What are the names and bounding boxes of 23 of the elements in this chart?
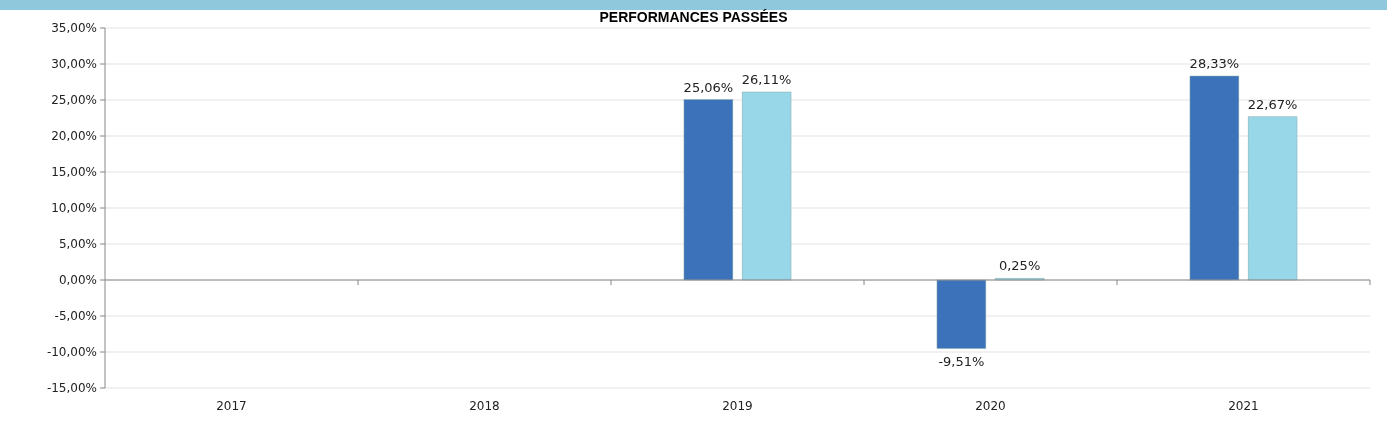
x-tick-label: 2019: [722, 399, 753, 413]
x-tick-label: 2017: [216, 399, 247, 413]
y-tick-label: 15,00%: [51, 165, 97, 180]
y-tick-label: 35,00%: [51, 21, 97, 36]
data-label: -9,51%: [938, 354, 985, 370]
x-tick-label: 2020: [975, 399, 1006, 413]
data-label: 25,06%: [683, 79, 734, 95]
y-tick-label: 20,00%: [51, 129, 97, 144]
y-tick-label: -15,00%: [46, 381, 97, 396]
y-tick-label: 5,00%: [58, 237, 97, 252]
y-tick-label: 30,00%: [51, 57, 97, 72]
data-label: 22,67%: [1247, 96, 1298, 112]
data-label: 28,33%: [1189, 56, 1240, 72]
y-tick-label: 0,00%: [58, 273, 97, 288]
data-label: 26,11%: [741, 72, 792, 88]
x-tick-label: 2018: [469, 399, 500, 413]
y-tick-label: 10,00%: [51, 201, 97, 216]
data-label: 0,25%: [998, 258, 1041, 274]
y-tick-label: 25,00%: [51, 93, 97, 108]
y-tick-label: -10,00%: [46, 345, 97, 360]
y-tick-label: -5,00%: [54, 309, 97, 324]
x-tick-label: 2021: [1228, 399, 1259, 413]
chart-title: PERFORMANCES PASSÉES: [599, 9, 788, 25]
